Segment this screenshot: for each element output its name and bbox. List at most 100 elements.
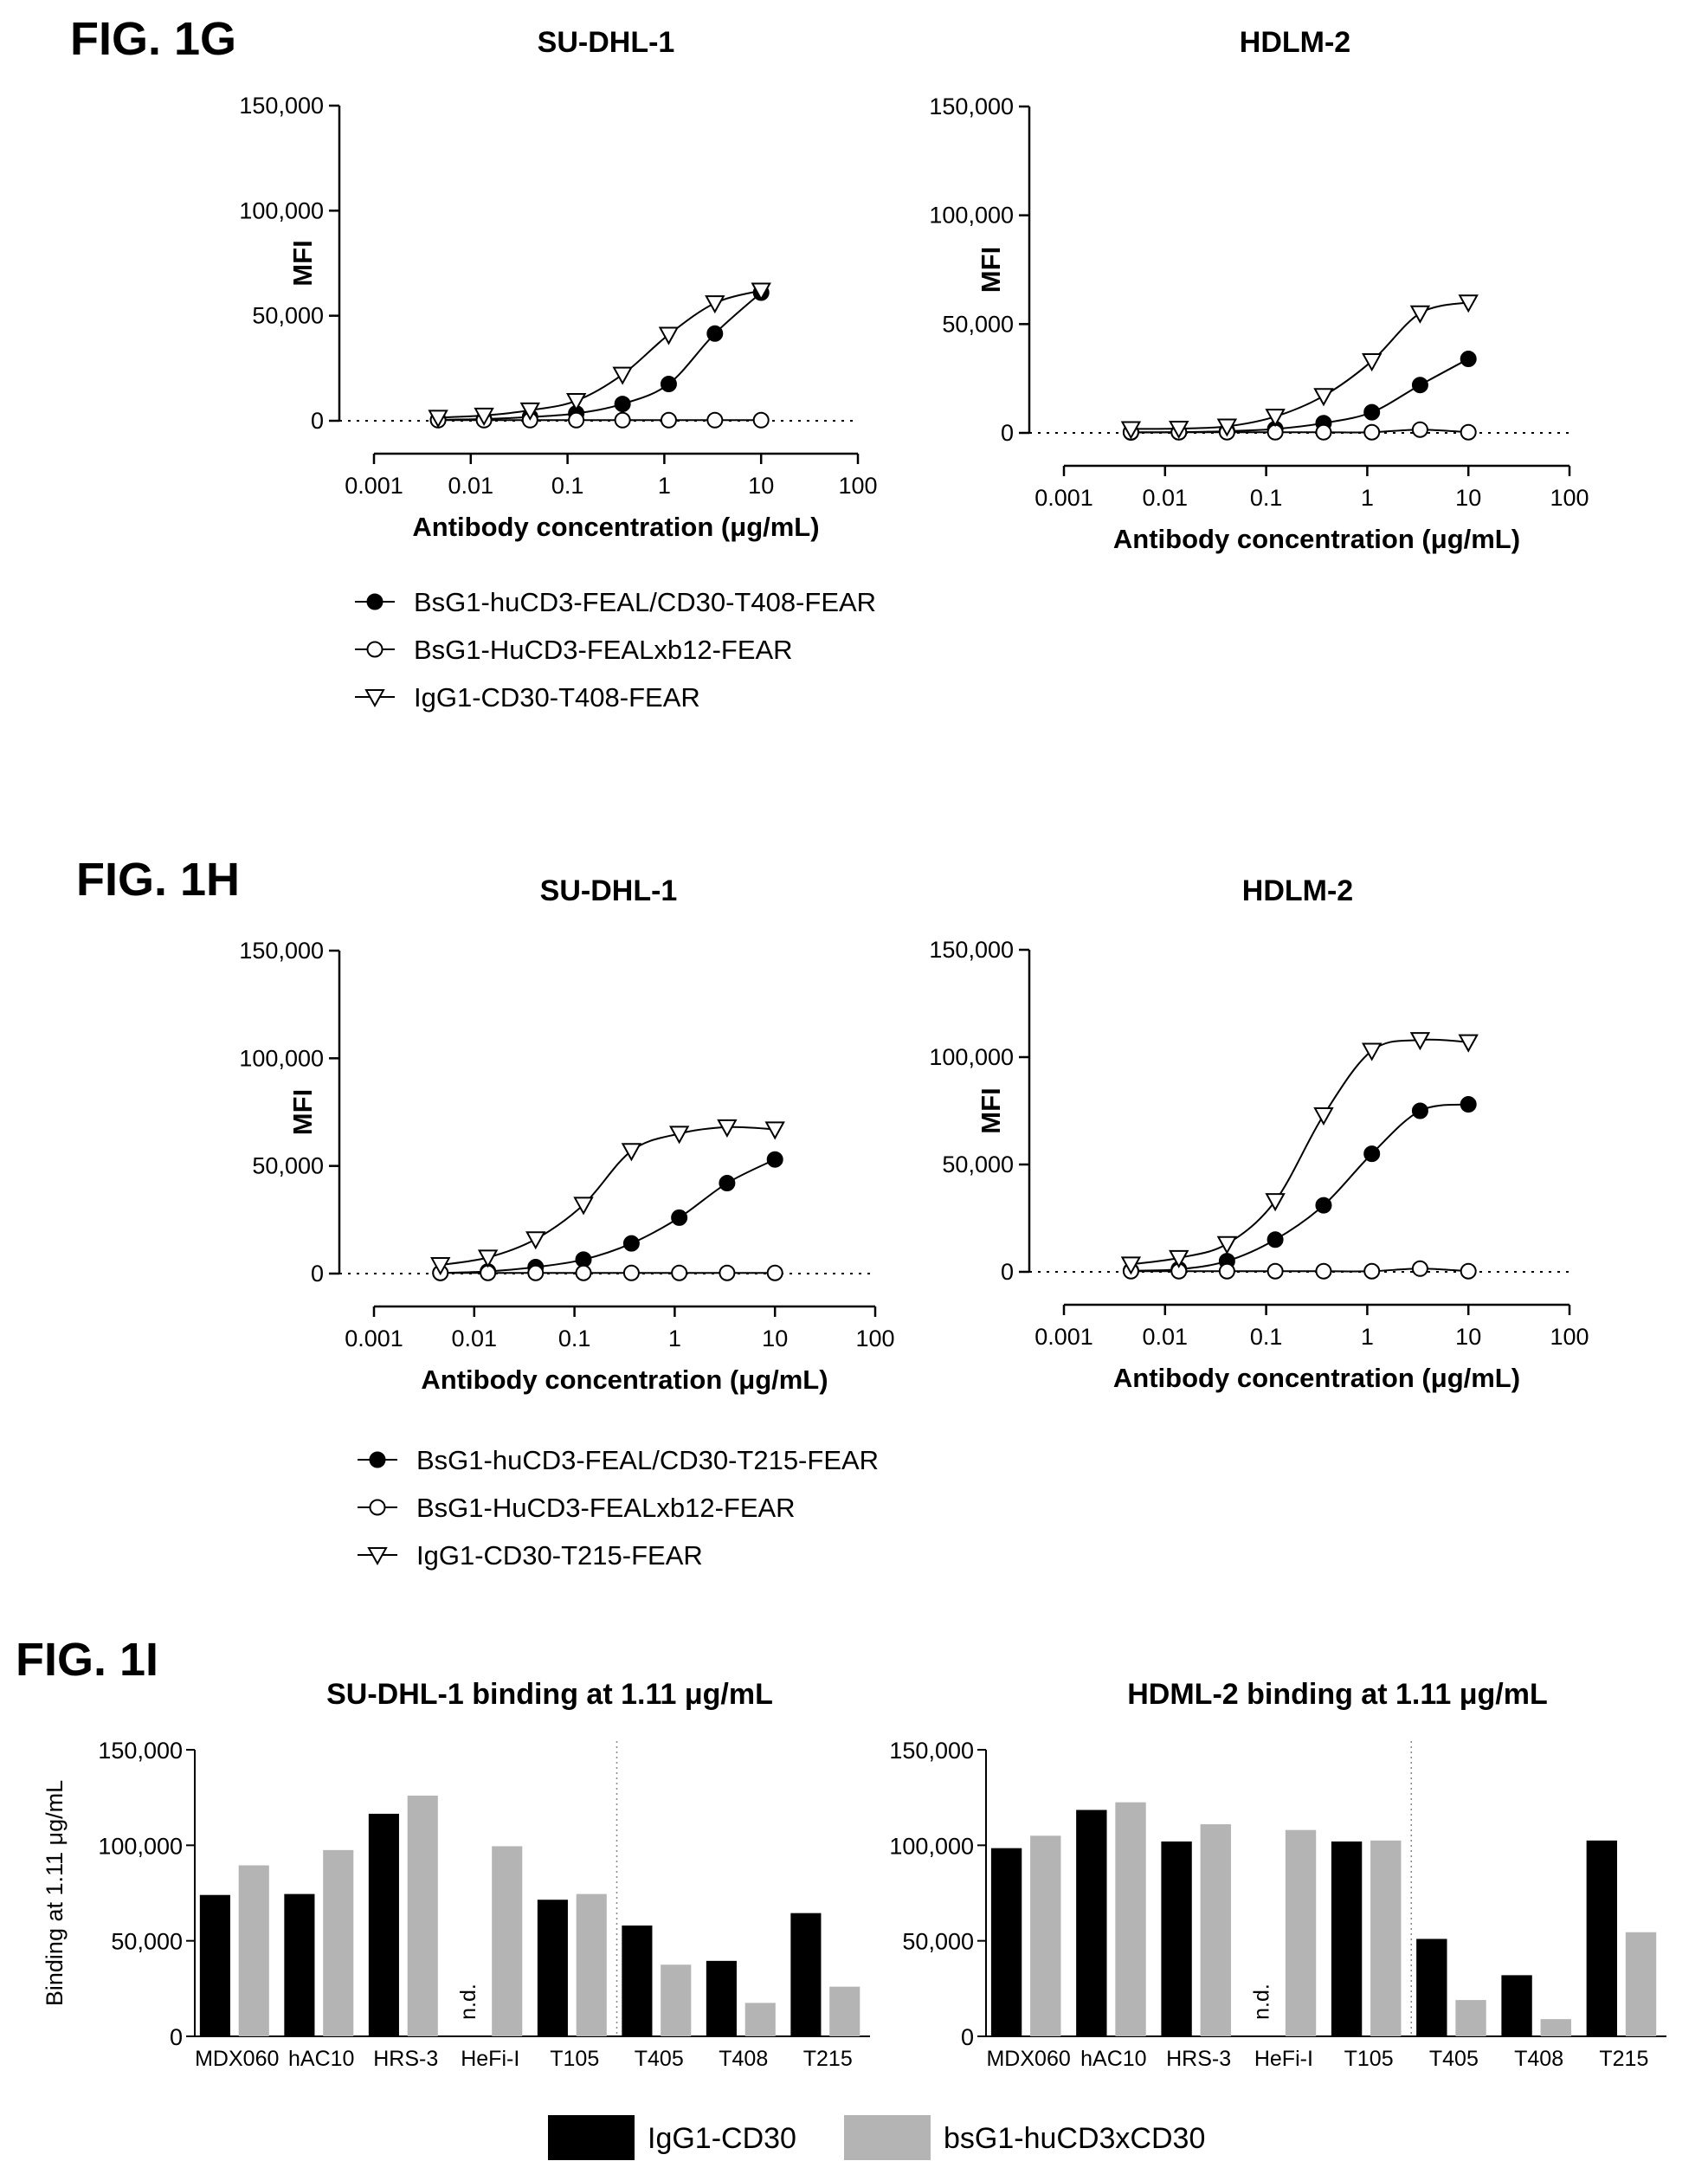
y-tick-label: 50,000 (902, 1929, 974, 1955)
legend-label: bsG1-huCD3xCD30 (944, 2122, 1205, 2155)
data-point (660, 411, 677, 429)
x-tick-label: hAC10 (288, 2047, 354, 2071)
x-tick-label: 0.001 (1034, 485, 1093, 511)
y-tick-label: 50,000 (111, 1929, 183, 1955)
figure-label-1h: FIG. 1H (76, 854, 241, 906)
legend-item: BsG1-HuCD3-FEALxb12-FEAR (358, 1493, 796, 1523)
data-point (565, 392, 587, 412)
y-tick-label: 100,000 (98, 1833, 183, 1859)
data-point (671, 1264, 688, 1281)
data-point (622, 1235, 640, 1252)
x-axis-label: Antibody concentration (μg/mL) (1113, 524, 1520, 554)
category-t215: T215 (790, 1913, 860, 2071)
data-point (1411, 1260, 1428, 1277)
category-t405: T405 (1416, 1939, 1486, 2071)
data-point (1313, 388, 1334, 407)
data-point (1411, 1102, 1428, 1119)
bar-igg1-cd30 (1501, 1975, 1532, 2036)
not-determined-label: n.d. (456, 1984, 480, 2020)
data-point (764, 1121, 785, 1140)
bar-igg1-cd30 (1161, 1841, 1192, 2036)
chart-i-sudhl1: SU-DHL-1 binding at 1.11 μg/mL 0 50,000 100… (42, 1678, 870, 2071)
legend-marker (366, 641, 383, 658)
bar-igg1-cd30 (790, 1913, 822, 2036)
bar-bsg1-hucd3xcd30 (829, 1986, 860, 2036)
chart-title: HDML-2 binding at 1.11 μg/mL (1127, 1678, 1548, 1711)
data-point (1460, 1262, 1477, 1280)
x-tick-label: T105 (550, 2047, 599, 2071)
x-tick-label: 1 (1361, 1324, 1374, 1350)
data-point (766, 1151, 783, 1168)
x-tick-label: 0.1 (1250, 1324, 1283, 1350)
data-point (430, 1257, 451, 1276)
y-tick-label: 100,000 (239, 1045, 324, 1071)
x-tick-label: 10 (1455, 1324, 1481, 1350)
data-point (752, 411, 770, 429)
x-tick-label: hAC10 (1080, 2047, 1146, 2071)
x-tick-label: 10 (1455, 485, 1481, 511)
data-point (1460, 1096, 1477, 1113)
legend-label: IgG1-CD30 (648, 2122, 796, 2155)
series-line (438, 289, 762, 419)
legend-item: IgG1-CD30-T215-FEAR (358, 1540, 703, 1571)
bar-igg1-cd30 (1416, 1939, 1447, 2036)
chart-title: HDLM-2 (1242, 874, 1353, 907)
bar-bsg1-hucd3xcd30 (407, 1795, 438, 2036)
y-tick-label: 100,000 (929, 1044, 1014, 1070)
bar-bsg1-hucd3xcd30 (1455, 2000, 1486, 2036)
y-axis-label: MFI (976, 247, 1006, 293)
legend-label: BsG1-HuCD3-FEALxb12-FEAR (414, 635, 793, 665)
data-point (622, 1264, 640, 1281)
data-point (519, 402, 541, 421)
bar-bsg1-hucd3xcd30 (1370, 1840, 1402, 2036)
legend-label: BsG1-huCD3-FEAL/CD30-T408-FEAR (414, 587, 876, 617)
chart-title: SU-DHL-1 (540, 874, 678, 907)
x-tick-label: 100 (1550, 485, 1589, 511)
x-tick-label: 100 (1550, 1324, 1589, 1350)
x-axis-label: Antibody concentration (μg/mL) (1113, 1363, 1520, 1393)
bar-bsg1-hucd3xcd30 (1285, 1829, 1317, 2036)
x-tick-label: 0.001 (345, 1326, 403, 1351)
data-point (1216, 418, 1238, 437)
series-line (438, 292, 762, 421)
bar-igg1-cd30 (1076, 1810, 1107, 2036)
y-tick-label: 0 (170, 2024, 183, 2050)
x-tick-label: T105 (1344, 2047, 1394, 2071)
data-point (1458, 294, 1479, 313)
category-mdx060: MDX060 (195, 1865, 279, 2071)
data-point (719, 1175, 736, 1192)
bar-igg1-cd30 (1331, 1841, 1363, 2036)
data-point (1169, 420, 1189, 440)
category-hefi-i: n.d. HeFi-I (456, 1846, 523, 2071)
bar-igg1-cd30 (706, 1960, 737, 2036)
legend: BsG1-huCD3-FEAL/CD30-T215-FEAR BsG1-HuCD3… (358, 1445, 879, 1571)
data-point (1315, 1197, 1332, 1214)
data-point (612, 366, 633, 385)
category-hac10: hAC10 (1076, 1802, 1147, 2071)
data-point (1411, 421, 1428, 438)
legend-item: BsG1-huCD3-FEAL/CD30-T215-FEAR (358, 1445, 879, 1475)
data-point (477, 1249, 499, 1268)
data-point (705, 295, 725, 314)
data-point (717, 1119, 738, 1138)
data-point (1361, 1042, 1383, 1061)
category-t105: T105 (537, 1893, 607, 2071)
x-tick-label: 10 (762, 1326, 788, 1351)
x-tick-label: 0.01 (452, 1326, 498, 1351)
y-tick-label: 150,000 (239, 93, 324, 119)
y-tick-label: 150,000 (929, 937, 1014, 963)
data-point (614, 396, 631, 413)
category-t215: T215 (1586, 1840, 1657, 2071)
data-point (428, 410, 448, 429)
y-axis-label: MFI (287, 1089, 318, 1135)
x-tick-label: 0.01 (1143, 1324, 1189, 1350)
legend-label: BsG1-huCD3-FEAL/CD30-T215-FEAR (416, 1445, 879, 1475)
bar-igg1-cd30 (284, 1893, 315, 2036)
data-point (1315, 423, 1332, 441)
data-point (1409, 1032, 1431, 1051)
y-tick-label: 0 (1001, 420, 1014, 446)
y-tick-label: 150,000 (239, 938, 324, 964)
x-tick-label: 1 (668, 1326, 681, 1351)
data-point (1363, 403, 1381, 421)
